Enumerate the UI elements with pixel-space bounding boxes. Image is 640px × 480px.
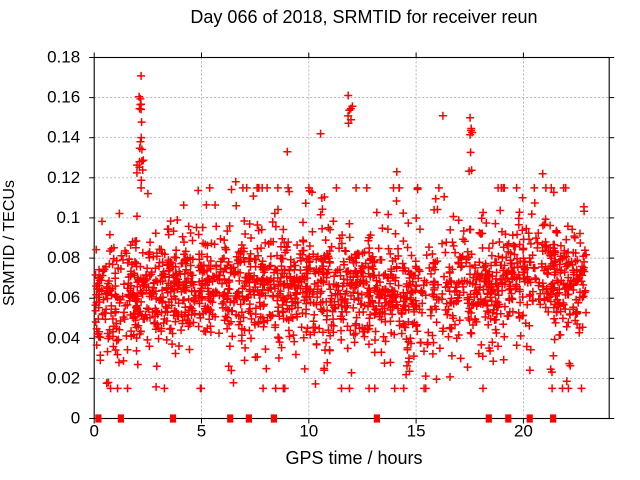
svg-text:0.16: 0.16 — [47, 88, 80, 107]
svg-text:0.04: 0.04 — [47, 328, 80, 347]
svg-text:Day 066 of 2018, SRMTID for re: Day 066 of 2018, SRMTID for receiver reu… — [190, 7, 537, 27]
svg-text:0.06: 0.06 — [47, 288, 80, 307]
svg-text:0.12: 0.12 — [47, 168, 80, 187]
svg-text:10: 10 — [299, 422, 318, 441]
svg-text:GPS time / hours: GPS time / hours — [285, 448, 422, 468]
svg-text:0: 0 — [89, 422, 98, 441]
svg-text:5: 5 — [197, 422, 206, 441]
svg-text:0.08: 0.08 — [47, 248, 80, 267]
svg-text:0.14: 0.14 — [47, 128, 80, 147]
svg-text:0.18: 0.18 — [47, 48, 80, 67]
svg-text:0.1: 0.1 — [57, 208, 81, 227]
svg-text:15: 15 — [407, 422, 426, 441]
svg-text:SRMTID / TECUs: SRMTID / TECUs — [1, 180, 18, 306]
svg-text:0.02: 0.02 — [47, 368, 80, 387]
svg-text:20: 20 — [514, 422, 533, 441]
svg-text:0: 0 — [71, 409, 80, 428]
